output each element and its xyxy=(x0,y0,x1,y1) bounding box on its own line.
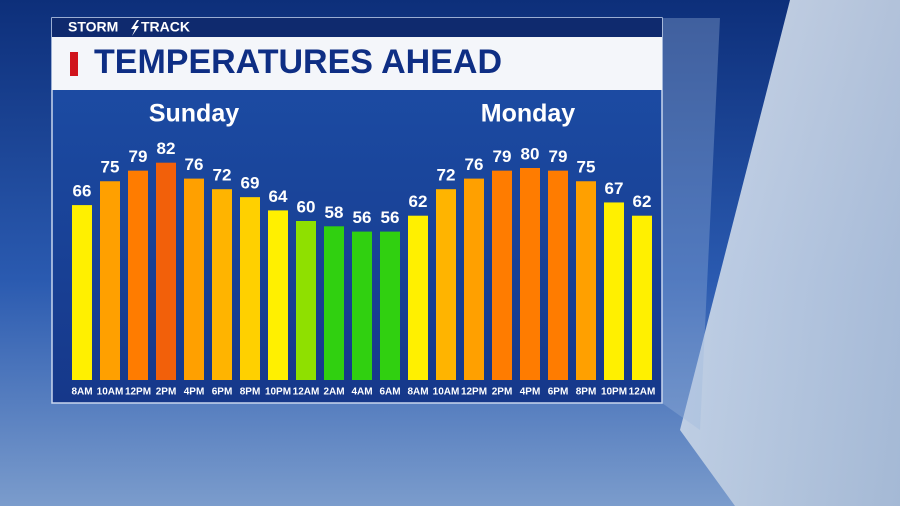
value-label: 56 xyxy=(353,208,372,227)
value-label: 76 xyxy=(185,155,204,174)
x-tick-label: 2PM xyxy=(492,387,513,398)
bar xyxy=(296,221,316,380)
brand-bar xyxy=(52,18,662,37)
value-label: 69 xyxy=(241,174,260,193)
bar xyxy=(324,226,344,380)
title-band xyxy=(52,37,662,90)
bar xyxy=(408,215,428,380)
value-label: 62 xyxy=(409,192,428,211)
day-label: Monday xyxy=(481,100,576,128)
brand-right: TRACK xyxy=(141,19,190,35)
x-tick-label: 10AM xyxy=(433,387,460,398)
bar xyxy=(72,205,92,380)
x-tick-label: 8AM xyxy=(71,387,92,398)
bar xyxy=(240,197,260,380)
value-label: 58 xyxy=(325,203,344,222)
bar xyxy=(268,210,288,380)
value-label: 76 xyxy=(465,155,484,174)
x-tick-label: 8PM xyxy=(240,387,261,398)
x-tick-label: 10PM xyxy=(601,387,627,398)
bar xyxy=(352,231,372,380)
value-label: 75 xyxy=(577,158,596,177)
x-tick-label: 4PM xyxy=(184,387,205,398)
bar xyxy=(520,168,540,380)
x-tick-label: 10PM xyxy=(265,387,291,398)
value-label: 56 xyxy=(381,208,400,227)
side-panel xyxy=(680,0,900,506)
value-label: 80 xyxy=(521,144,540,163)
value-label: 82 xyxy=(157,139,176,158)
bar xyxy=(492,170,512,380)
x-tick-label: 4PM xyxy=(520,387,541,398)
bar xyxy=(576,181,596,380)
value-label: 79 xyxy=(129,147,148,166)
value-label: 72 xyxy=(213,166,232,185)
glass-edge xyxy=(662,18,720,430)
bar xyxy=(548,170,568,380)
value-label: 72 xyxy=(437,166,456,185)
x-tick-label: 12PM xyxy=(461,387,487,398)
x-tick-label: 8AM xyxy=(407,387,428,398)
value-label: 64 xyxy=(269,187,288,206)
bar xyxy=(380,231,400,380)
bolt-icon xyxy=(131,20,139,36)
bar xyxy=(632,215,652,380)
x-tick-label: 10AM xyxy=(97,387,124,398)
value-label: 79 xyxy=(549,147,568,166)
x-tick-label: 12AM xyxy=(293,387,320,398)
value-label: 67 xyxy=(605,179,624,198)
bar xyxy=(604,202,624,380)
value-label: 66 xyxy=(73,182,92,201)
x-tick-label: 2AM xyxy=(323,387,344,398)
day-label: Sunday xyxy=(149,100,239,128)
value-label: 60 xyxy=(297,197,316,216)
bar xyxy=(156,162,176,380)
value-label: 79 xyxy=(493,147,512,166)
value-label: 75 xyxy=(101,158,120,177)
x-tick-label: 6PM xyxy=(212,387,233,398)
bar xyxy=(212,189,232,380)
chart-title: TEMPERATURES AHEAD xyxy=(94,43,502,81)
x-tick-label: 12AM xyxy=(629,387,656,398)
x-tick-label: 4AM xyxy=(351,387,372,398)
brand-left: STORM xyxy=(68,19,118,35)
x-tick-label: 6PM xyxy=(548,387,569,398)
x-tick-label: 6AM xyxy=(379,387,400,398)
x-tick-label: 8PM xyxy=(576,387,597,398)
x-tick-label: 12PM xyxy=(125,387,151,398)
bar xyxy=(184,178,204,380)
title-accent xyxy=(70,52,78,76)
bar xyxy=(100,181,120,380)
bar xyxy=(464,178,484,380)
bar xyxy=(128,170,148,380)
value-label: 62 xyxy=(633,192,652,211)
x-tick-label: 2PM xyxy=(156,387,177,398)
bar xyxy=(436,189,456,380)
